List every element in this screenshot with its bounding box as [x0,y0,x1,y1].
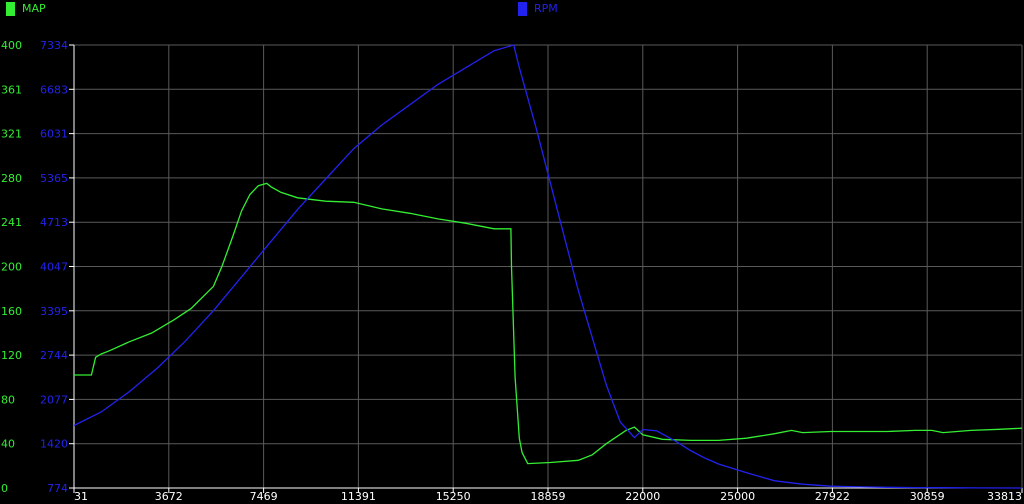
legend-label-rpm: RPM [534,2,558,15]
y-left-tick-label: 120 [1,349,22,362]
y-right-tick-label: 2077 [40,393,68,406]
series-lines [73,44,1023,489]
y-left-tick-label: 80 [1,393,15,406]
y-right-tick-label: 7334 [40,39,68,52]
x-tick-label: 7469 [250,490,278,503]
y-right-tick-label: 2744 [40,349,68,362]
x-tick-label: 30859 [910,490,945,503]
y-right-tick-label: 5365 [40,172,68,185]
y-left-tick-label: 200 [1,261,22,274]
series-line-map [74,182,1023,465]
y-left-tick-label: 321 [1,128,22,141]
y-left-tick-label: 0 [1,482,8,495]
x-tick-label: 18859 [531,490,566,503]
y-right-tick-label: 4713 [40,216,68,229]
x-tick-label: 31 [74,490,88,503]
y-right-tick-label: 774 [47,482,68,495]
axes: 0 774 40 1420 80 2077 120 2744 160 3395 200 4047 241… [1,39,1023,503]
x-tick-label: 27922 [815,490,850,503]
y-left-tick-label: 160 [1,305,22,318]
legend-label-map: MAP [22,2,46,15]
y-right-tick-label: 3395 [40,305,68,318]
x-tick-label: 25000 [720,490,755,503]
legend-swatch-rpm [518,2,527,16]
x-tick-label: 33813 [987,490,1022,503]
x-tick-label: 22000 [625,490,660,503]
legend: MAP RPM [6,2,558,16]
grid [74,44,1023,488]
y-left-tick-label: 400 [1,39,22,52]
y-left-tick-label: 361 [1,83,22,96]
series-line-rpm [73,44,1023,489]
y-left-tick-label: 241 [1,216,22,229]
y-right-tick-label: 1420 [40,438,68,451]
y-left-tick-label: 40 [1,438,15,451]
y-right-tick-label: 6683 [40,83,68,96]
y-left-tick-label: 280 [1,172,22,185]
x-tick-label: 3672 [155,490,183,503]
x-tick-label: 15250 [436,490,471,503]
y-right-tick-label: 4047 [40,261,68,274]
y-right-tick-label: 6031 [40,128,68,141]
x-tick-label: 11391 [341,490,376,503]
legend-swatch-map [6,2,15,16]
